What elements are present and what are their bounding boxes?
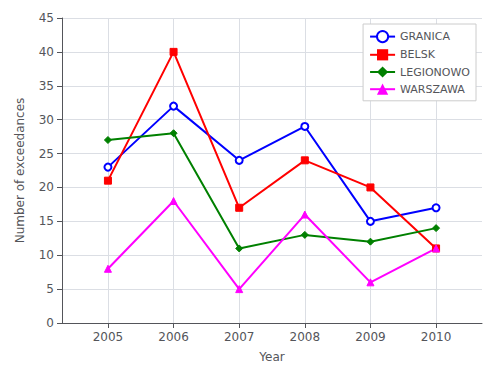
svg-text:5: 5 <box>46 282 54 296</box>
svg-text:BELSK: BELSK <box>400 48 436 61</box>
svg-text:10: 10 <box>39 248 54 262</box>
svg-text:35: 35 <box>39 79 54 93</box>
svg-text:2007: 2007 <box>224 330 255 344</box>
svg-text:40: 40 <box>39 45 54 59</box>
svg-text:0: 0 <box>46 316 54 330</box>
svg-text:GRANICA: GRANICA <box>400 30 450 43</box>
svg-text:2005: 2005 <box>93 330 124 344</box>
svg-text:15: 15 <box>39 214 54 228</box>
svg-text:2008: 2008 <box>290 330 321 344</box>
svg-text:25: 25 <box>39 147 54 161</box>
svg-text:2006: 2006 <box>158 330 189 344</box>
svg-text:30: 30 <box>39 113 54 127</box>
svg-text:LEGIONOWO: LEGIONOWO <box>400 66 470 79</box>
svg-text:2010: 2010 <box>421 330 452 344</box>
svg-text:Number of exceedances: Number of exceedances <box>13 98 27 244</box>
svg-text:20: 20 <box>39 180 54 194</box>
svg-text:45: 45 <box>39 11 54 25</box>
svg-text:Year: Year <box>258 350 284 364</box>
svg-text:WARSZAWA: WARSZAWA <box>400 83 465 96</box>
svg-text:2009: 2009 <box>355 330 386 344</box>
